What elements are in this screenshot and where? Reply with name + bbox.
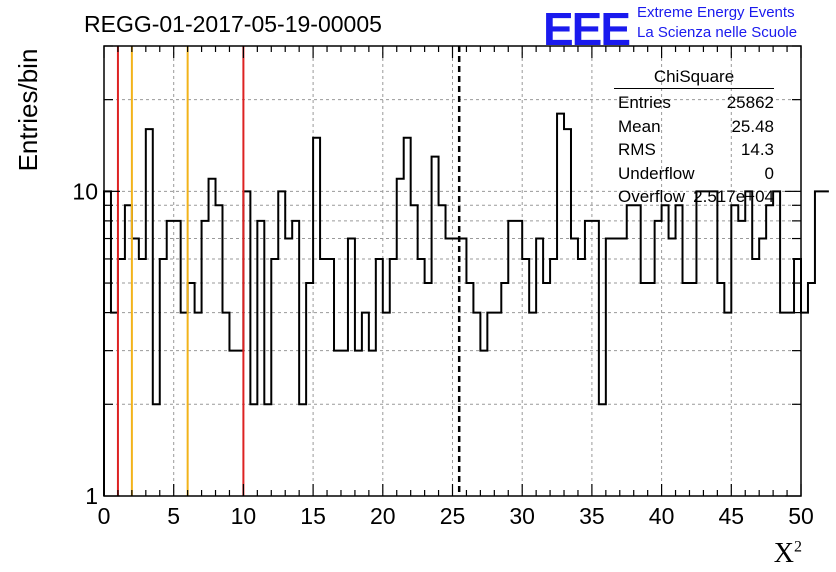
x-tick-label: 20: [370, 503, 396, 529]
y-tick-label: 10: [72, 178, 98, 204]
x-tick-label: 5: [167, 503, 180, 529]
stats-box: ChiSquare Entries 25862 Mean 25.48 RMS 14.3…: [610, 67, 774, 209]
stats-row-overflow: Overflow 2.517e+04: [618, 187, 774, 206]
stats-row-underflow: Underflow 0: [618, 163, 774, 183]
x-axis-label: X2: [773, 538, 802, 569]
x-tick-label: 10: [231, 503, 257, 529]
x-tick-label: 15: [300, 503, 326, 529]
y-axis-label: Entries/bin: [13, 48, 43, 172]
y-tick-label: 1: [85, 483, 98, 509]
eee-logo: EEE: [543, 3, 631, 55]
x-tick-label: 25: [440, 503, 466, 529]
x-tick-label: 40: [649, 503, 675, 529]
stats-row-rms: RMS 14.3: [618, 140, 774, 159]
x-tick-label: 0: [98, 503, 111, 529]
x-tick-label: 30: [509, 503, 535, 529]
x-tick-label: 45: [719, 503, 745, 529]
logo-line-1: Extreme Energy Events: [637, 4, 795, 21]
stats-row-entries: Entries 25862: [618, 93, 774, 112]
chart-title: REGG-01-2017-05-19-00005: [84, 11, 382, 37]
logo-line-2: La Scienza nelle Scuole: [637, 24, 798, 41]
x-tick-label: 35: [579, 503, 605, 529]
x-tick-label: 50: [788, 503, 814, 529]
histogram-series: [103, 112, 829, 496]
stats-row-mean: Mean 25.48: [618, 116, 774, 136]
stats-title: ChiSquare: [614, 67, 774, 89]
